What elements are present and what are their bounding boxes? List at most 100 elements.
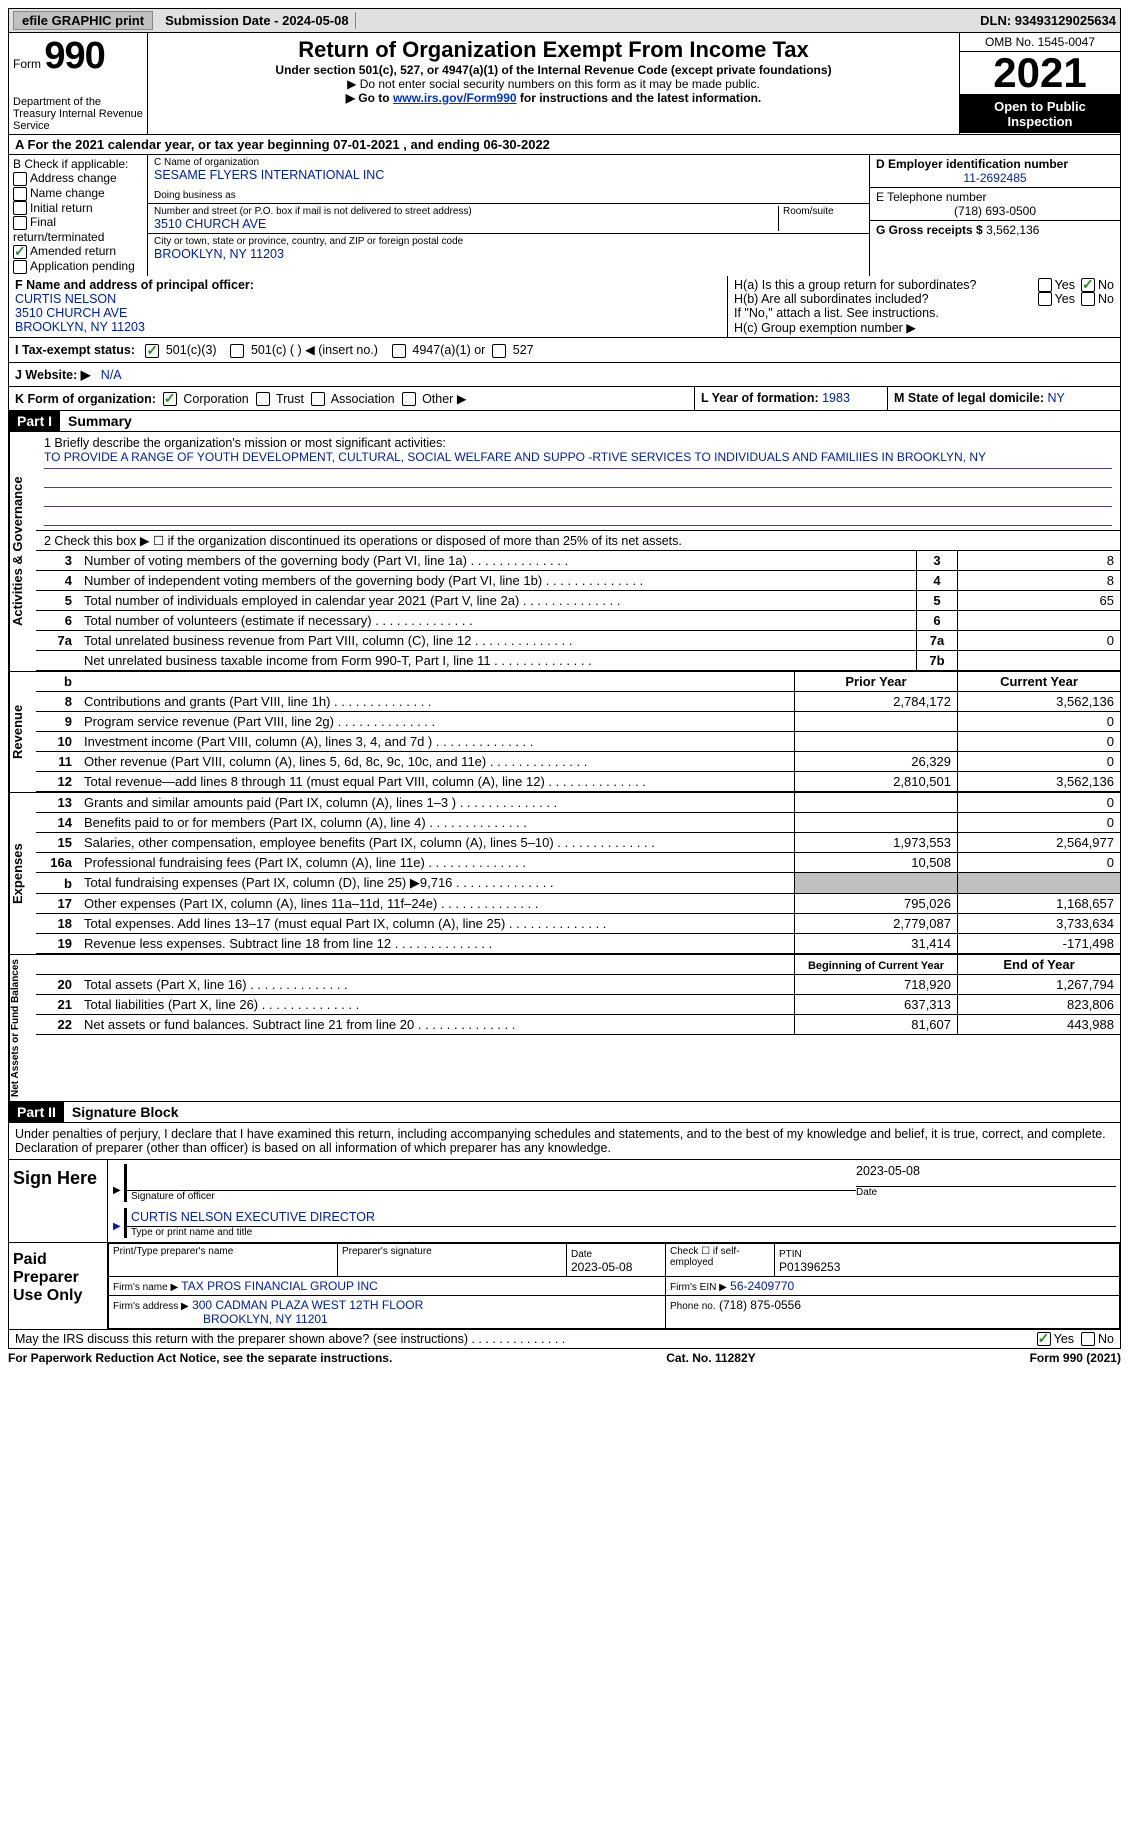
officer-signature-field[interactable] (124, 1164, 856, 1191)
row-num: 19 (36, 934, 78, 954)
discuss-row: May the IRS discuss this return with the… (8, 1330, 1121, 1349)
hb-label: H(b) Are all subordinates included? (734, 292, 1038, 306)
goto-post: for instructions and the latest informat… (517, 91, 762, 105)
row-current: 3,562,136 (958, 692, 1121, 712)
row-num: b (36, 873, 78, 894)
preparer-title: Paid Preparer Use Only (9, 1243, 108, 1329)
trust-label: Trust (276, 392, 304, 406)
goto-note: ▶ Go to www.irs.gov/Form990 for instruct… (154, 91, 953, 105)
revenue-table: 8 Contributions and grants (Part VIII, l… (36, 692, 1120, 792)
row-current: 0 (958, 752, 1121, 772)
k-state: M State of legal domicile: NY (888, 387, 1120, 411)
initial-return-checkbox[interactable] (13, 201, 27, 215)
discuss-yes-checkbox[interactable] (1037, 1332, 1051, 1346)
row-label: Number of independent voting members of … (78, 571, 917, 591)
firm-name-value: TAX PROS FINANCIAL GROUP INC (181, 1279, 377, 1293)
ha-yes-checkbox[interactable] (1038, 278, 1052, 292)
state-domicile-label: M State of legal domicile: (894, 391, 1044, 405)
form-title: Return of Organization Exempt From Incom… (154, 37, 953, 63)
phone-label: E Telephone number (876, 190, 1114, 204)
row-prior: 2,784,172 (795, 692, 958, 712)
governance-side-label: Activities & Governance (9, 432, 36, 671)
corp-checkbox[interactable] (163, 392, 177, 406)
hb-yes-checkbox[interactable] (1038, 292, 1052, 306)
row-label: Revenue less expenses. Subtract line 18 … (78, 934, 795, 954)
part2-title: Signature Block (64, 1102, 187, 1122)
sign-fields: Signature of officer 2023-05-08 Date CUR… (108, 1160, 1120, 1242)
room-label: Room/suite (783, 206, 863, 217)
discuss-no-checkbox[interactable] (1081, 1332, 1095, 1346)
4947-checkbox[interactable] (392, 344, 406, 358)
row-current: 0 (958, 853, 1121, 873)
efile-print-button[interactable]: efile GRAPHIC print (13, 11, 153, 30)
city-label: City or town, state or province, country… (154, 236, 863, 247)
row-label: Salaries, other compensation, employee b… (78, 833, 795, 853)
row-current: 0 (958, 813, 1121, 833)
501c3-checkbox[interactable] (145, 344, 159, 358)
col-h: H(a) Is this a group return for subordin… (728, 276, 1120, 337)
irs-link[interactable]: www.irs.gov/Form990 (393, 91, 517, 105)
other-checkbox[interactable] (402, 392, 416, 406)
row-i: I Tax-exempt status: 501(c)(3) 501(c) ( … (8, 338, 1121, 363)
ssn-note: ▶ Do not enter social security numbers o… (154, 77, 953, 91)
row-num: 18 (36, 914, 78, 934)
preparer-row: Paid Preparer Use Only Print/Type prepar… (8, 1243, 1121, 1330)
assoc-checkbox[interactable] (311, 392, 325, 406)
row-val: 8 (958, 551, 1121, 571)
row-label: Total liabilities (Part X, line 26) (78, 995, 795, 1015)
ptin-value: P01396253 (779, 1260, 840, 1274)
row-prior: 795,026 (795, 894, 958, 914)
row-box: 7b (917, 651, 958, 671)
prep-print-label: Print/Type preparer's name (113, 1246, 333, 1257)
row-label: Other expenses (Part IX, column (A), lin… (78, 894, 795, 914)
name-change-checkbox[interactable] (13, 187, 27, 201)
preparer-fields: Print/Type preparer's name Preparer's si… (108, 1243, 1120, 1329)
part1-header-row: Part I Summary (8, 411, 1121, 432)
amended-return-checkbox[interactable] (13, 245, 27, 259)
row-label: Number of voting members of the governin… (78, 551, 917, 571)
netassets-table: 20 Total assets (Part X, line 16) 718,92… (36, 975, 1120, 1035)
sign-date-label: Date (856, 1187, 1116, 1198)
row-label: Total revenue—add lines 8 through 11 (mu… (78, 772, 795, 792)
ha-no-checkbox[interactable] (1081, 278, 1095, 292)
line-2: 2 Check this box ▶ ☐ if the organization… (36, 531, 1120, 551)
phone-value: (718) 693-0500 (876, 204, 1114, 218)
row-current (958, 873, 1121, 894)
row-num: 5 (36, 591, 78, 611)
footer-center: Cat. No. 11282Y (666, 1351, 755, 1365)
row-prior: 10,508 (795, 853, 958, 873)
application-pending-checkbox[interactable] (13, 260, 27, 274)
name-change-label: Name change (30, 186, 105, 200)
current-year-header: Current Year (958, 672, 1121, 692)
trust-checkbox[interactable] (256, 392, 270, 406)
row-prior (795, 813, 958, 833)
assoc-label: Association (331, 392, 395, 406)
form-header: Form 990 Department of the Treasury Inte… (8, 33, 1121, 135)
row-current: 1,168,657 (958, 894, 1121, 914)
hc-label: H(c) Group exemption number ▶ (734, 320, 1114, 335)
row-val: 8 (958, 571, 1121, 591)
row-label: Total unrelated business revenue from Pa… (78, 631, 917, 651)
527-checkbox[interactable] (492, 344, 506, 358)
hb-yes-label: Yes (1055, 292, 1075, 306)
row-current: 0 (958, 712, 1121, 732)
self-employed-label: Check ☐ if self-employed (666, 1244, 775, 1277)
row-current: 3,733,634 (958, 914, 1121, 934)
section-bcd: B Check if applicable: Address change Na… (8, 155, 1121, 276)
address-change-checkbox[interactable] (13, 172, 27, 186)
row-num: 11 (36, 752, 78, 772)
org-name-label: C Name of organization (154, 157, 863, 168)
row-num: 22 (36, 1015, 78, 1035)
hb-no-checkbox[interactable] (1081, 292, 1095, 306)
final-return-checkbox[interactable] (13, 216, 27, 230)
dln-label: DLN: 93493129025634 (980, 13, 1116, 28)
expenses-table: 13 Grants and similar amounts paid (Part… (36, 793, 1120, 954)
prep-sig-label: Preparer's signature (342, 1246, 562, 1257)
sign-date-value: 2023-05-08 (856, 1164, 1116, 1187)
501c-checkbox[interactable] (230, 344, 244, 358)
discuss-label: May the IRS discuss this return with the… (15, 1332, 1037, 1346)
col-f: F Name and address of principal officer:… (9, 276, 728, 337)
k-form-org: K Form of organization: Corporation Trus… (9, 387, 695, 411)
row-label: Total number of individuals employed in … (78, 591, 917, 611)
k-year: L Year of formation: 1983 (695, 387, 888, 411)
